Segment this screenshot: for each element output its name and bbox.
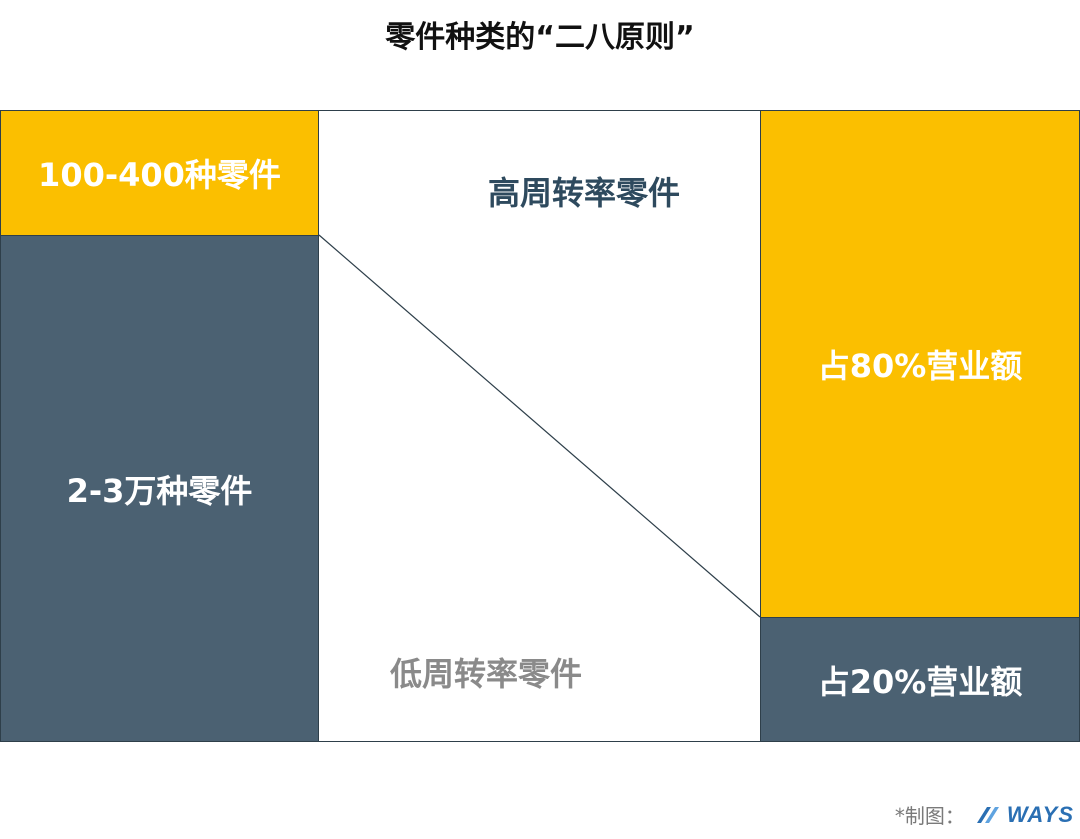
high-turnover-parts-label: 高周转率零件 xyxy=(488,174,681,212)
footer-credit: *制图： WAYS xyxy=(895,800,1074,829)
revenue-80-block: 占80%营业额 xyxy=(760,110,1080,618)
ways-logo-text: WAYS xyxy=(1006,801,1074,827)
low-turnover-parts-count-block: 2-3万种零件 xyxy=(0,235,319,742)
diagram-title: 零件种类的“二八原则” xyxy=(385,20,695,55)
low-turnover-parts-label: 低周转率零件 xyxy=(390,655,583,693)
revenue-80-label: 占80%营业额 xyxy=(817,347,1023,385)
credit-text: *制图： xyxy=(894,804,965,828)
ways-logo: WAYS xyxy=(975,802,1074,828)
revenue-20-block: 占20%营业额 xyxy=(760,617,1080,742)
low-turnover-parts-count-label: 2-3万种零件 xyxy=(66,471,253,510)
revenue-20-label: 占20%营业额 xyxy=(817,662,1023,701)
high-turnover-parts-count-label: 100-400种零件 xyxy=(38,156,281,194)
ways-logo-icon xyxy=(976,806,999,823)
high-turnover-parts-count-block: 100-400种零件 xyxy=(0,110,319,236)
